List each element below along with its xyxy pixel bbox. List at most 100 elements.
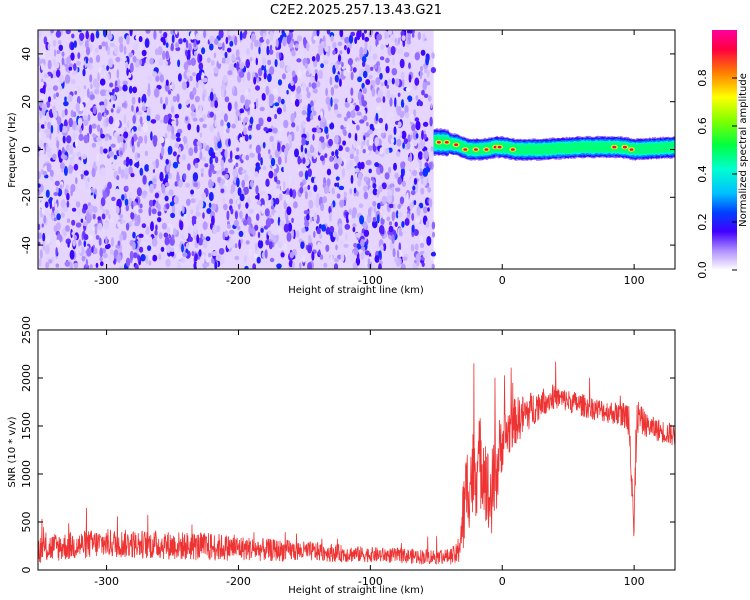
noise-blob xyxy=(303,37,307,46)
noise-blob xyxy=(326,168,332,176)
noise-blob xyxy=(334,257,339,263)
noise-blob xyxy=(47,121,52,130)
noise-blob xyxy=(362,87,368,94)
noise-blob xyxy=(412,138,418,147)
noise-blob xyxy=(100,89,106,97)
noise-blob xyxy=(306,91,311,99)
noise-blob xyxy=(75,102,80,112)
noise-blob xyxy=(406,30,413,34)
noise-blob xyxy=(65,225,70,232)
noise-blob xyxy=(48,259,53,264)
noise-blob xyxy=(356,243,362,250)
noise-blob xyxy=(245,240,250,245)
noise-blob xyxy=(165,96,169,106)
snr-y-tick-label: 1500 xyxy=(20,412,33,440)
noise-blob xyxy=(316,80,321,88)
noise-blob xyxy=(373,206,377,214)
noise-blob xyxy=(100,167,106,177)
noise-blob xyxy=(170,105,174,114)
noise-blob xyxy=(205,64,211,70)
noise-blob xyxy=(345,146,350,153)
noise-blob xyxy=(325,96,331,105)
noise-blob xyxy=(203,30,207,39)
noise-blob xyxy=(69,249,75,260)
noise-blob xyxy=(311,56,316,62)
noise-blob xyxy=(151,208,157,215)
noise-blob xyxy=(299,50,305,61)
noise-blob xyxy=(210,60,215,66)
noise-blob xyxy=(224,167,229,173)
noise-blob xyxy=(423,98,427,107)
noise-blob xyxy=(106,49,111,56)
noise-blob xyxy=(308,190,313,198)
noise-blob xyxy=(51,199,55,208)
noise-blob xyxy=(431,221,436,230)
noise-blob xyxy=(425,56,429,66)
noise-blob xyxy=(165,258,171,267)
noise-blob xyxy=(214,119,217,128)
noise-blob xyxy=(160,119,163,124)
noise-blob xyxy=(162,103,166,110)
noise-blob xyxy=(254,171,259,178)
noise-blob xyxy=(235,162,239,167)
snr-y-label: SNR (10 * v/v) xyxy=(7,416,18,487)
noise-blob xyxy=(370,30,374,35)
noise-blob xyxy=(83,170,89,176)
noise-blob xyxy=(397,37,401,45)
noise-blob xyxy=(164,138,170,148)
noise-blob xyxy=(319,254,324,260)
noise-blob xyxy=(137,254,140,263)
noise-blob xyxy=(223,113,228,123)
noise-blob xyxy=(342,140,346,146)
noise-blob xyxy=(304,147,308,154)
noise-blob xyxy=(406,39,412,45)
noise-blob xyxy=(77,52,81,59)
noise-blob xyxy=(134,162,140,168)
noise-blob xyxy=(284,209,288,220)
noise-blob xyxy=(128,166,133,175)
noise-blob xyxy=(218,247,225,255)
noise-blob xyxy=(287,134,292,143)
noise-blob xyxy=(90,83,93,90)
noise-blob xyxy=(134,59,140,68)
noise-blob xyxy=(176,93,180,103)
spectrogram-y-tick-label: 0 xyxy=(20,146,33,153)
noise-blob xyxy=(226,122,231,129)
noise-blob xyxy=(217,131,220,142)
noise-blob xyxy=(302,157,306,165)
noise-blob xyxy=(258,67,263,77)
noise-blob xyxy=(258,117,264,127)
noise-blob xyxy=(375,77,381,86)
noise-blob xyxy=(250,179,254,188)
noise-blob xyxy=(190,189,195,195)
noise-blob xyxy=(391,186,395,195)
noise-blob xyxy=(77,30,82,33)
noise-blob xyxy=(170,30,173,35)
noise-blob xyxy=(202,239,208,249)
noise-blob xyxy=(291,189,297,199)
noise-blob xyxy=(399,196,405,205)
noise-blob xyxy=(229,198,234,205)
noise-blob xyxy=(277,227,282,233)
noise-blob xyxy=(146,226,150,235)
noise-blob xyxy=(233,219,240,227)
noise-blob xyxy=(354,132,358,143)
noise-blob xyxy=(40,200,45,209)
noise-blob xyxy=(331,151,335,157)
noise-blob xyxy=(345,233,348,241)
noise-blob xyxy=(209,91,214,102)
noise-blob xyxy=(365,79,371,85)
noise-blob xyxy=(316,228,321,235)
noise-blob xyxy=(103,148,108,154)
noise-blob xyxy=(277,96,282,103)
noise-blob xyxy=(271,199,274,206)
noise-blob xyxy=(110,213,114,224)
noise-blob xyxy=(44,120,47,126)
noise-blob xyxy=(406,141,411,150)
noise-blob xyxy=(408,62,411,69)
noise-blob xyxy=(245,154,250,161)
noise-blob xyxy=(392,248,396,258)
noise-blob xyxy=(406,192,409,202)
noise-blob xyxy=(272,181,277,189)
noise-blob xyxy=(403,138,409,145)
